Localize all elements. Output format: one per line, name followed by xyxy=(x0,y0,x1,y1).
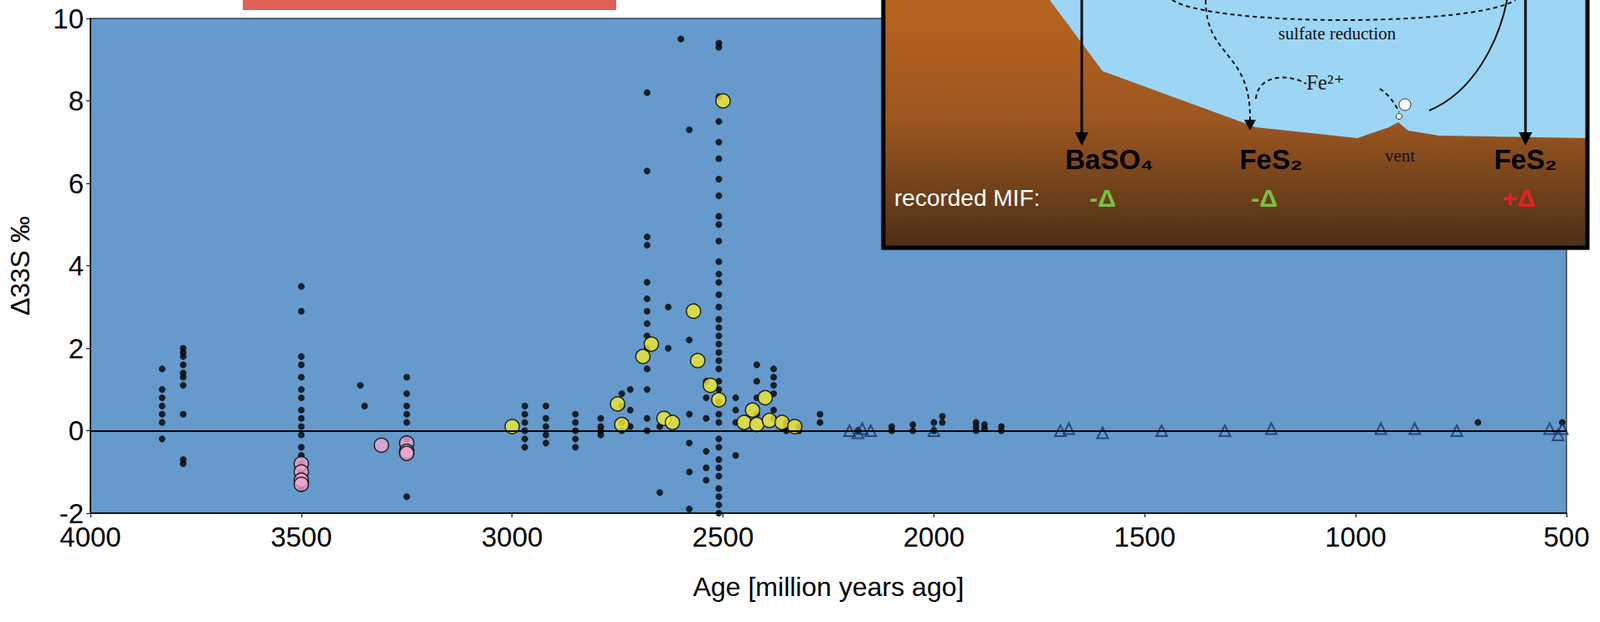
svg-text:0: 0 xyxy=(68,415,84,447)
svg-text:Δ33S ‰: Δ33S ‰ xyxy=(5,216,36,316)
svg-text:4000: 4000 xyxy=(59,521,121,553)
svg-text:8: 8 xyxy=(68,85,84,117)
svg-text:10: 10 xyxy=(52,3,84,35)
svg-text:1500: 1500 xyxy=(1114,521,1176,553)
svg-text:FeS₂: FeS₂ xyxy=(1493,144,1557,175)
svg-text:vent: vent xyxy=(1384,145,1415,166)
svg-text:BaSO₄: BaSO₄ xyxy=(1064,144,1154,175)
svg-text:3500: 3500 xyxy=(270,521,332,553)
svg-text:recorded MIF:: recorded MIF: xyxy=(894,185,1040,211)
svg-text:FeS₂: FeS₂ xyxy=(1239,144,1302,175)
svg-text:-2: -2 xyxy=(59,497,84,529)
svg-text:Age [million years ago]: Age [million years ago] xyxy=(693,571,965,602)
svg-text:+Δ: +Δ xyxy=(1502,184,1535,212)
svg-text:-Δ: -Δ xyxy=(1250,184,1278,212)
svg-text:1000: 1000 xyxy=(1324,521,1386,553)
svg-text:2: 2 xyxy=(68,333,84,365)
svg-text:4: 4 xyxy=(68,250,84,282)
svg-text:2000: 2000 xyxy=(903,521,965,553)
svg-text:500: 500 xyxy=(1543,521,1590,553)
svg-text:2500: 2500 xyxy=(692,521,754,553)
svg-text:sulfate reduction: sulfate reduction xyxy=(1278,23,1397,44)
svg-text:6: 6 xyxy=(68,168,84,200)
svg-text:-Δ: -Δ xyxy=(1089,184,1117,212)
svg-text:Fe²⁺: Fe²⁺ xyxy=(1306,71,1345,94)
svg-text:3000: 3000 xyxy=(481,521,543,553)
